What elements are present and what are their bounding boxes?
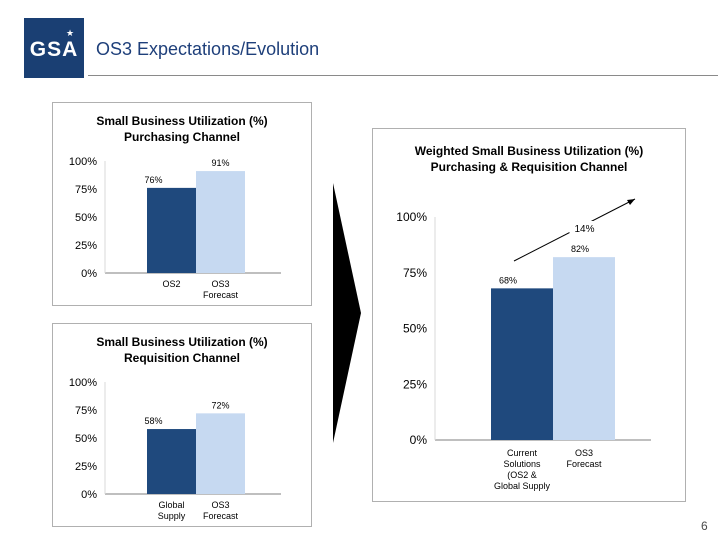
data-label: 76% <box>144 175 162 185</box>
trend-arrow-head-icon <box>627 199 635 205</box>
slide-title: OS3 Expectations/Evolution <box>96 39 320 59</box>
y-tick-label: 0% <box>81 489 97 501</box>
data-label: 72% <box>211 400 229 410</box>
data-label: 82% <box>571 244 589 254</box>
star-icon: ★ <box>66 28 75 38</box>
y-tick-label: 100% <box>69 156 97 168</box>
data-label: 58% <box>144 416 162 426</box>
purchasing-chart-panel: Small Business Utilization (%) Purchasing… <box>52 102 312 306</box>
right-arrow-icon <box>333 183 361 443</box>
chart-title: Small Business Utilization (%) Requisitio… <box>96 335 267 365</box>
page-number: 6 <box>701 519 708 533</box>
gsa-logo: ★ GSA <box>24 18 84 78</box>
bar <box>147 429 196 494</box>
requisition-chart-panel: Small Business Utilization (%) Requisitio… <box>52 323 312 527</box>
annotation-bg <box>569 221 600 235</box>
y-tick-label: 0% <box>81 268 97 280</box>
y-tick-label: 25% <box>75 240 97 252</box>
purchasing-chart: Small Business Utilization (%) Purchasing… <box>69 114 281 300</box>
y-tick-label: 50% <box>403 322 427 336</box>
y-tick-label: 50% <box>75 212 97 224</box>
y-tick-label: 100% <box>396 210 427 224</box>
y-tick-label: 25% <box>75 461 97 473</box>
requisition-chart: Small Business Utilization (%) Requisitio… <box>69 335 281 521</box>
growth-annotation: 14% <box>574 224 594 235</box>
category-label: Global Supply <box>158 500 186 521</box>
bar <box>491 288 553 440</box>
y-tick-label: 75% <box>75 405 97 417</box>
bar <box>553 257 615 440</box>
category-label: OS3 Forecast <box>203 279 239 300</box>
bar <box>196 413 245 494</box>
y-tick-label: 0% <box>410 433 428 447</box>
category-label: OS3 Forecast <box>203 500 239 521</box>
chart-title: Weighted Small Business Utilization (%) P… <box>415 144 643 174</box>
bar <box>196 171 245 273</box>
data-label: 91% <box>211 158 229 168</box>
y-tick-label: 75% <box>403 266 427 280</box>
y-tick-label: 100% <box>69 377 97 389</box>
y-tick-label: 25% <box>403 377 427 391</box>
chart-title: Small Business Utilization (%) Purchasing… <box>96 114 267 144</box>
data-label: 68% <box>499 275 517 285</box>
logo-text: GSA <box>29 38 79 61</box>
y-tick-label: 75% <box>75 184 97 196</box>
y-tick-label: 50% <box>75 433 97 445</box>
category-label: OS3 Forecast <box>566 448 602 469</box>
weighted-chart: Weighted Small Business Utilization (%) P… <box>396 144 651 491</box>
bar <box>147 187 196 273</box>
weighted-chart-panel: Weighted Small Business Utilization (%) P… <box>372 128 686 502</box>
category-label: OS2 <box>162 279 180 289</box>
title-divider <box>88 75 718 76</box>
category-label: Current Solutions (OS2 & Global Supply <box>494 448 551 491</box>
